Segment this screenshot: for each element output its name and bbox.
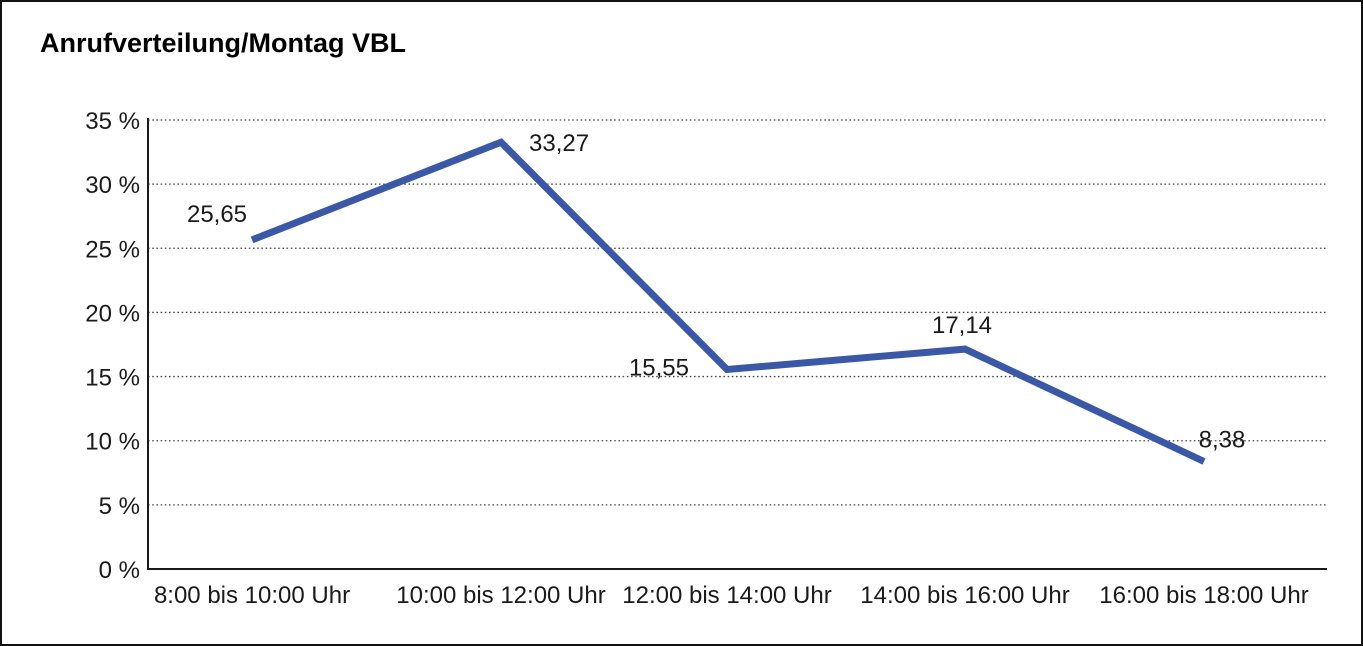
series-line bbox=[250, 138, 1206, 465]
point-value-label: 8,38 bbox=[1199, 426, 1246, 453]
x-category-label: 10:00 bis 12:00 Uhr bbox=[396, 582, 605, 609]
x-category-label: 16:00 bis 18:00 Uhr bbox=[1099, 582, 1308, 609]
x-category-label: 12:00 bis 14:00 Uhr bbox=[622, 582, 831, 609]
point-value-label: 17,14 bbox=[932, 312, 992, 339]
point-value-label: 15,55 bbox=[629, 355, 689, 382]
y-tick-label: 0 % bbox=[99, 557, 140, 584]
y-tick-label: 30 % bbox=[85, 172, 140, 199]
y-tick-label: 10 % bbox=[85, 429, 140, 456]
x-category-label: 14:00 bis 16:00 Uhr bbox=[860, 582, 1069, 609]
y-tick-label: 15 % bbox=[85, 365, 140, 392]
y-tick-label: 25 % bbox=[85, 236, 140, 263]
y-tick-label: 20 % bbox=[85, 300, 140, 327]
point-value-label: 25,65 bbox=[187, 201, 247, 228]
y-tick-label: 35 % bbox=[85, 108, 140, 135]
point-value-label: 33,27 bbox=[529, 130, 589, 157]
x-category-label: 8:00 bis 10:00 Uhr bbox=[154, 582, 350, 609]
y-tick-label: 5 % bbox=[99, 493, 140, 520]
chart-title: Anrufverteilung/Montag VBL bbox=[40, 28, 406, 58]
